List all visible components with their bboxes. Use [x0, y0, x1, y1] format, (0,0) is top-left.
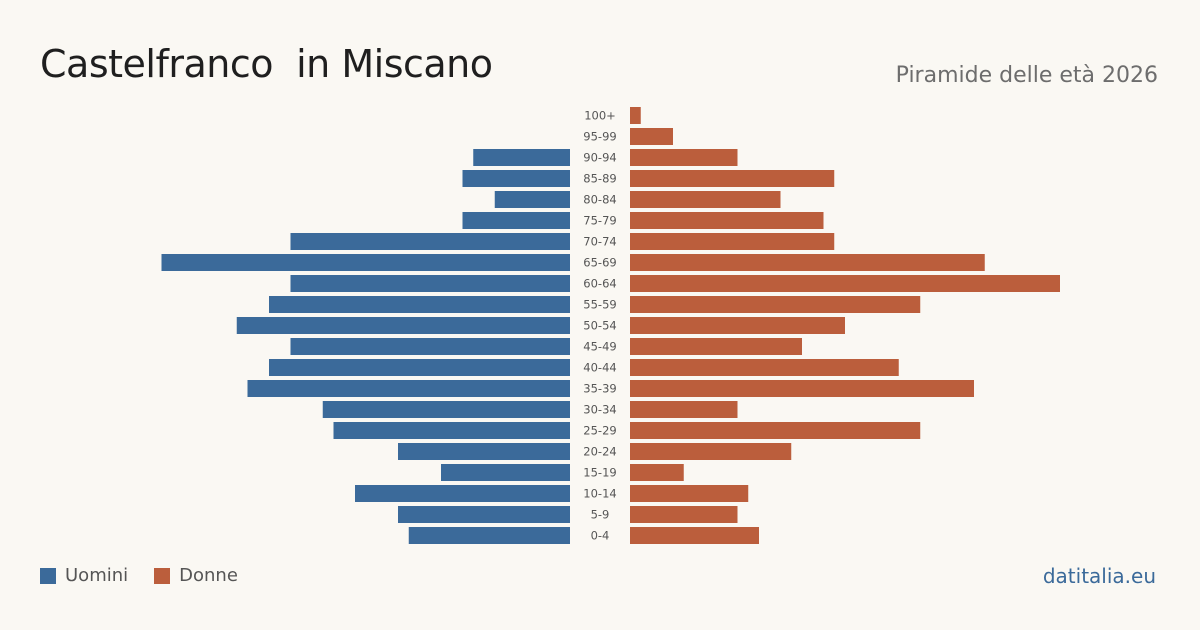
age-label-0-4: 0-4: [591, 529, 610, 543]
age-label-100plus: 100+: [584, 109, 616, 123]
age-label-65-69: 65-69: [583, 256, 616, 270]
bar-men-75-79: [462, 212, 570, 229]
age-label-75-79: 75-79: [583, 214, 616, 228]
age-label-90-94: 90-94: [583, 151, 616, 165]
bar-women-50-54: [630, 317, 845, 334]
bar-women-100plus: [630, 107, 641, 124]
age-label-40-44: 40-44: [583, 361, 616, 375]
bar-women-20-24: [630, 443, 792, 460]
bar-women-75-79: [630, 212, 824, 229]
bar-men-60-64: [290, 275, 570, 292]
bar-men-80-84: [494, 191, 570, 208]
age-label-70-74: 70-74: [583, 235, 616, 249]
age-label-60-64: 60-64: [583, 277, 616, 291]
bar-men-10-14: [355, 485, 570, 502]
bar-men-90-94: [473, 149, 570, 166]
age-label-15-19: 15-19: [583, 466, 616, 480]
age-label-30-34: 30-34: [583, 403, 616, 417]
bar-women-70-74: [630, 233, 835, 250]
age-label-50-54: 50-54: [583, 319, 616, 333]
age-label-85-89: 85-89: [583, 172, 616, 186]
bar-men-50-54: [236, 317, 570, 334]
bar-men-40-44: [269, 359, 570, 376]
legend-item-women: Donne: [154, 565, 238, 586]
age-label-10-14: 10-14: [583, 487, 616, 501]
bar-women-80-84: [630, 191, 781, 208]
legend-swatch-men: [40, 567, 56, 584]
age-label-45-49: 45-49: [583, 340, 616, 354]
bar-women-40-44: [630, 359, 899, 376]
bar-men-25-29: [333, 422, 570, 439]
bar-men-85-89: [462, 170, 570, 187]
site-link[interactable]: datitalia.eu: [1042, 564, 1156, 588]
age-label-80-84: 80-84: [583, 193, 616, 207]
age-label-20-24: 20-24: [583, 445, 616, 459]
bar-men-55-59: [269, 296, 570, 313]
age-label-35-39: 35-39: [583, 382, 616, 396]
bar-women-30-34: [630, 401, 738, 418]
bar-men-15-19: [441, 464, 570, 481]
bar-women-0-4: [630, 527, 759, 544]
bar-men-35-39: [247, 380, 570, 397]
bar-women-55-59: [630, 296, 921, 313]
bar-women-10-14: [630, 485, 749, 502]
legend-swatch-women: [154, 567, 171, 584]
bar-men-30-34: [322, 401, 570, 418]
legend-label-women: Donne: [179, 565, 238, 586]
bar-men-65-69: [161, 254, 570, 271]
bar-men-20-24: [398, 443, 570, 460]
bar-women-15-19: [630, 464, 684, 481]
age-label-25-29: 25-29: [583, 424, 616, 438]
bar-women-95-99: [630, 128, 673, 145]
age-label-5-9: 5-9: [591, 508, 610, 522]
bar-women-5-9: [630, 506, 738, 523]
bar-women-90-94: [630, 149, 738, 166]
bar-men-45-49: [290, 338, 570, 355]
bar-women-60-64: [630, 275, 1060, 292]
chart-title: Castelfranco in Miscano: [40, 42, 493, 86]
bar-women-35-39: [630, 380, 974, 397]
legend-label-men: Uomini: [65, 565, 129, 586]
age-label-55-59: 55-59: [583, 298, 616, 312]
age-label-95-99: 95-99: [583, 130, 616, 144]
chart-subtitle: Piramide delle età 2026: [895, 63, 1158, 88]
bar-women-25-29: [630, 422, 921, 439]
bar-women-65-69: [630, 254, 985, 271]
bar-men-0-4: [408, 527, 570, 544]
legend-item-men: Uomini: [40, 565, 128, 586]
bar-men-70-74: [290, 233, 570, 250]
legend: Uomini Donne: [40, 565, 264, 586]
bar-men-5-9: [398, 506, 570, 523]
bar-women-85-89: [630, 170, 835, 187]
bar-women-45-49: [630, 338, 802, 355]
